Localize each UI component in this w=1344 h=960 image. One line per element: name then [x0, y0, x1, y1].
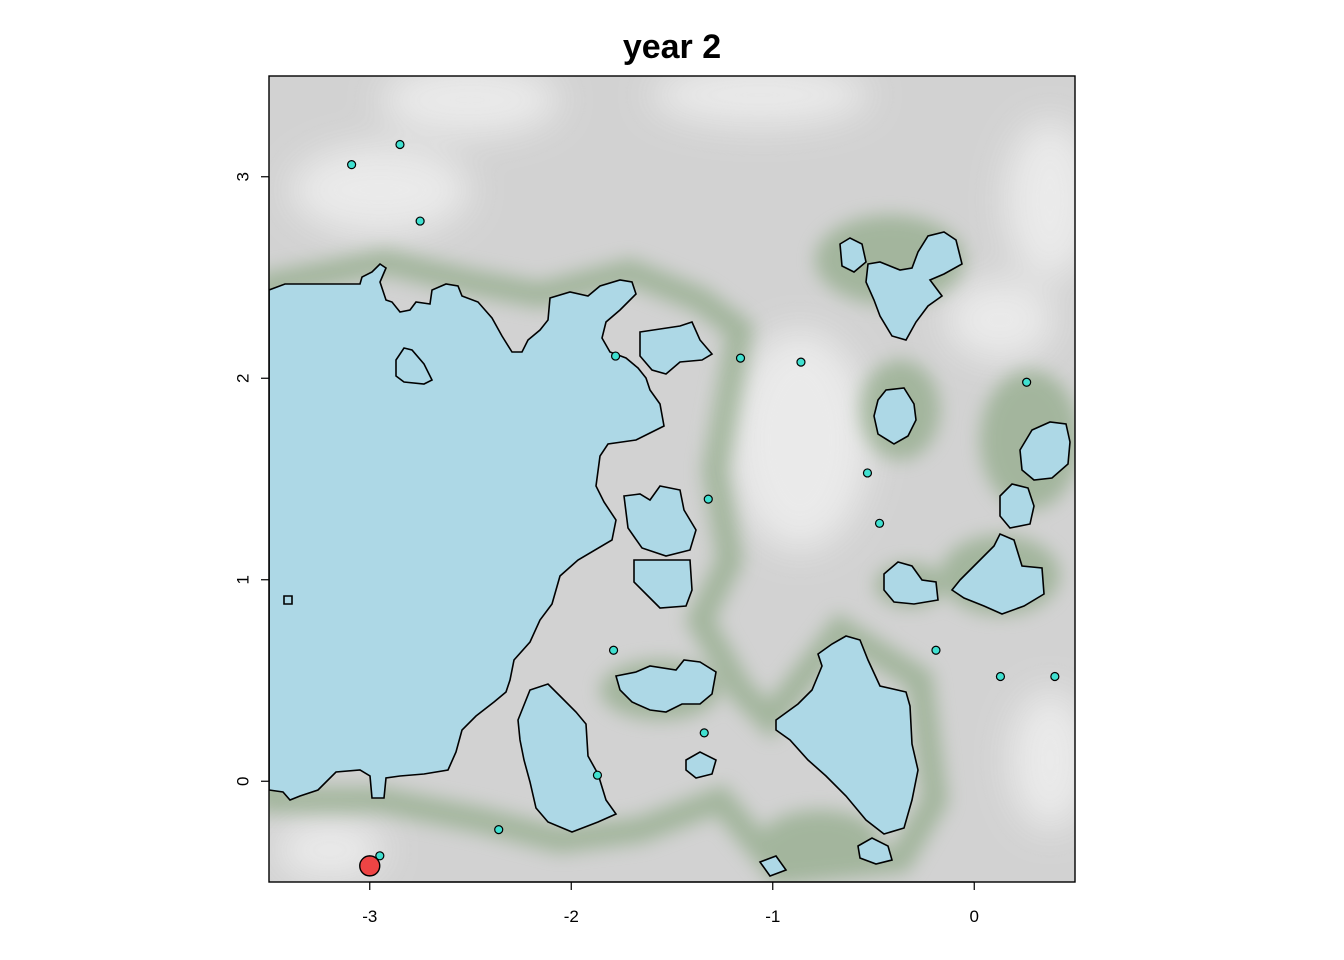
data-point [592, 770, 603, 780]
water-body-south-west [517, 683, 618, 833]
chart-title: year 2 [623, 28, 721, 66]
water-body-east-b [873, 387, 917, 445]
y-tick-label: 3 [234, 172, 253, 181]
data-point [608, 645, 619, 655]
main-water-body [269, 262, 665, 801]
data-point [862, 468, 873, 478]
water-body-east-g [839, 237, 867, 273]
water-body-island-b [857, 837, 893, 865]
data-point [347, 160, 357, 170]
data-point [995, 671, 1006, 682]
water-body-central-c [614, 659, 717, 713]
data-point [1050, 671, 1060, 682]
water-body-inlet [395, 347, 434, 385]
data-point [874, 518, 885, 528]
highlight-point [359, 855, 381, 877]
y-axis: 0 1 2 3 [234, 172, 270, 786]
water-body-south-small [685, 751, 717, 779]
data-point [735, 353, 746, 363]
x-tick-label: -2 [564, 907, 579, 926]
water-bodies [269, 231, 1071, 877]
water-body-island-a [283, 595, 293, 605]
points-layer [347, 139, 1060, 877]
y-tick-label: 0 [234, 777, 253, 786]
water-body-east-a [865, 231, 963, 341]
data-point [796, 357, 806, 367]
data-point [699, 728, 709, 738]
data-point [703, 494, 713, 504]
y-tick-label: 1 [234, 575, 253, 584]
water-body-east-e [950, 532, 1045, 615]
data-point [1022, 377, 1032, 387]
plot-area [269, 76, 1075, 882]
x-tick-label: -1 [765, 907, 780, 926]
water-body-central-a [623, 485, 697, 557]
x-tick-label: -3 [362, 907, 377, 926]
data-point [610, 351, 621, 361]
data-point [494, 825, 504, 835]
water-body-east-d [999, 483, 1035, 529]
light-raster-patches [275, 76, 1075, 880]
x-tick-label: 0 [970, 907, 979, 926]
water-body-island-c [758, 855, 788, 877]
y-tick-label: 2 [234, 374, 253, 383]
data-point [931, 645, 941, 655]
water-body-east-f [883, 561, 939, 605]
water-body-north-small [639, 321, 714, 375]
x-axis: -3 -2 -1 0 [362, 881, 979, 926]
data-point [415, 216, 425, 226]
data-point [395, 139, 405, 150]
data-point [375, 851, 385, 861]
water-body-south-east-large [775, 635, 919, 835]
water-body-central-b [633, 559, 693, 609]
water-body-east-c [1019, 421, 1071, 481]
